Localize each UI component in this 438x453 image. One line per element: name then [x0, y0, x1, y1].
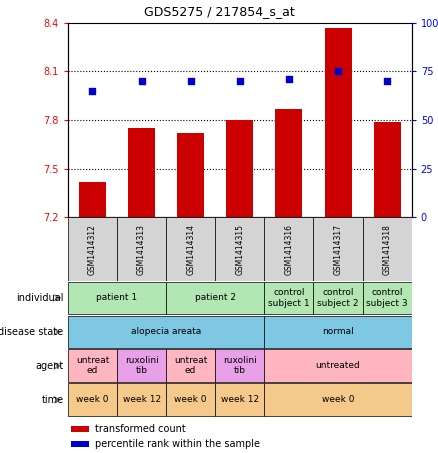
Text: week 0: week 0: [174, 395, 207, 404]
Text: alopecia areata: alopecia areata: [131, 328, 201, 336]
Bar: [374, 122, 401, 217]
Bar: [276, 109, 302, 217]
Bar: [166, 281, 265, 314]
Text: week 12: week 12: [123, 395, 161, 404]
Bar: [71, 426, 88, 432]
Text: untreat
ed: untreat ed: [76, 356, 109, 376]
Text: GSM1414315: GSM1414315: [235, 224, 244, 275]
Bar: [68, 281, 166, 314]
Bar: [117, 350, 166, 382]
Bar: [166, 383, 215, 416]
Point: [138, 77, 145, 85]
Point: [89, 87, 96, 95]
Bar: [265, 281, 314, 314]
Text: GSM1414316: GSM1414316: [284, 224, 293, 275]
Bar: [215, 217, 265, 281]
Bar: [226, 120, 253, 217]
Text: GSM1414313: GSM1414313: [137, 224, 146, 275]
Text: untreat
ed: untreat ed: [174, 356, 207, 376]
Point: [236, 77, 243, 85]
Text: GDS5275 / 217854_s_at: GDS5275 / 217854_s_at: [144, 5, 294, 18]
Point: [384, 77, 391, 85]
Text: ruxolini
tib: ruxolini tib: [223, 356, 257, 376]
Bar: [314, 281, 363, 314]
Text: patient 1: patient 1: [96, 294, 138, 302]
Text: agent: agent: [35, 361, 64, 371]
Text: disease state: disease state: [0, 327, 64, 337]
Text: transformed count: transformed count: [95, 424, 186, 434]
Text: untreated: untreated: [316, 361, 360, 370]
Bar: [363, 281, 412, 314]
Text: time: time: [41, 395, 64, 405]
Bar: [314, 217, 363, 281]
Bar: [166, 350, 215, 382]
Text: ruxolini
tib: ruxolini tib: [125, 356, 159, 376]
Text: GSM1414317: GSM1414317: [334, 224, 343, 275]
Bar: [215, 350, 265, 382]
Bar: [363, 217, 412, 281]
Text: control
subject 1: control subject 1: [268, 288, 310, 308]
Bar: [68, 383, 117, 416]
Bar: [265, 217, 314, 281]
Bar: [68, 315, 265, 348]
Bar: [79, 182, 106, 217]
Point: [187, 77, 194, 85]
Bar: [71, 441, 88, 448]
Bar: [265, 383, 412, 416]
Bar: [117, 383, 166, 416]
Point: [335, 68, 342, 75]
Bar: [265, 315, 412, 348]
Bar: [128, 128, 155, 217]
Text: GSM1414312: GSM1414312: [88, 224, 97, 275]
Bar: [325, 28, 352, 217]
Text: control
subject 2: control subject 2: [317, 288, 359, 308]
Bar: [177, 133, 204, 217]
Bar: [166, 217, 215, 281]
Bar: [265, 350, 412, 382]
Bar: [68, 217, 117, 281]
Bar: [117, 217, 166, 281]
Text: normal: normal: [322, 328, 354, 336]
Bar: [68, 350, 117, 382]
Text: GSM1414314: GSM1414314: [186, 224, 195, 275]
Bar: [215, 383, 265, 416]
Point: [286, 76, 293, 83]
Text: percentile rank within the sample: percentile rank within the sample: [95, 439, 261, 449]
Text: week 0: week 0: [322, 395, 354, 404]
Text: GSM1414318: GSM1414318: [383, 224, 392, 275]
Text: patient 2: patient 2: [195, 294, 236, 302]
Text: week 0: week 0: [76, 395, 109, 404]
Text: individual: individual: [16, 293, 64, 303]
Text: control
subject 3: control subject 3: [366, 288, 408, 308]
Text: week 12: week 12: [221, 395, 259, 404]
